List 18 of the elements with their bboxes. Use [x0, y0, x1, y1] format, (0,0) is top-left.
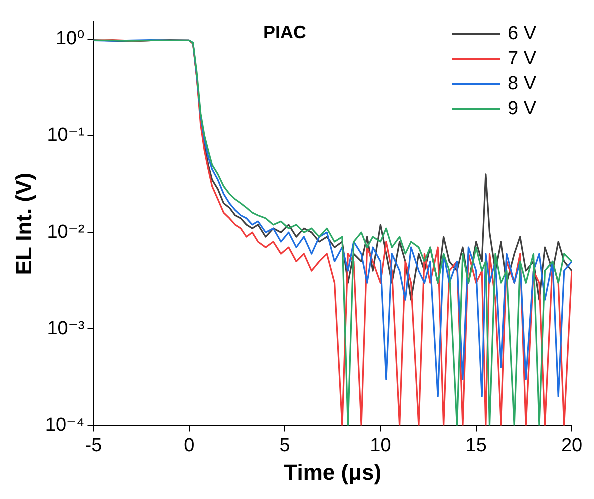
x-tick-label: 15 [466, 435, 487, 456]
y-tick-label: 10⁻¹ [47, 125, 85, 146]
chart-title: PIAC [264, 22, 307, 42]
legend-label: 8 V [508, 74, 537, 95]
x-tick-label: 0 [184, 435, 195, 456]
y-axis-title: EL Int. (V) [11, 172, 36, 276]
x-tick-label: 20 [561, 435, 583, 456]
x-tick-label: 5 [280, 435, 290, 456]
x-axis-title: Time (μs) [284, 460, 382, 485]
legend-label: 6 V [508, 24, 537, 45]
y-tick-label: 10⁻³ [47, 318, 85, 340]
y-tick-label: 10⁰ [56, 28, 85, 50]
legend-label: 7 V [508, 48, 537, 70]
x-tick-label: 10 [370, 435, 392, 456]
y-tick-label: 10⁻⁴ [45, 415, 85, 436]
x-tick-label: -5 [85, 435, 102, 456]
legend-label: 9 V [508, 98, 537, 120]
y-tick-label: 10⁻² [47, 222, 85, 243]
